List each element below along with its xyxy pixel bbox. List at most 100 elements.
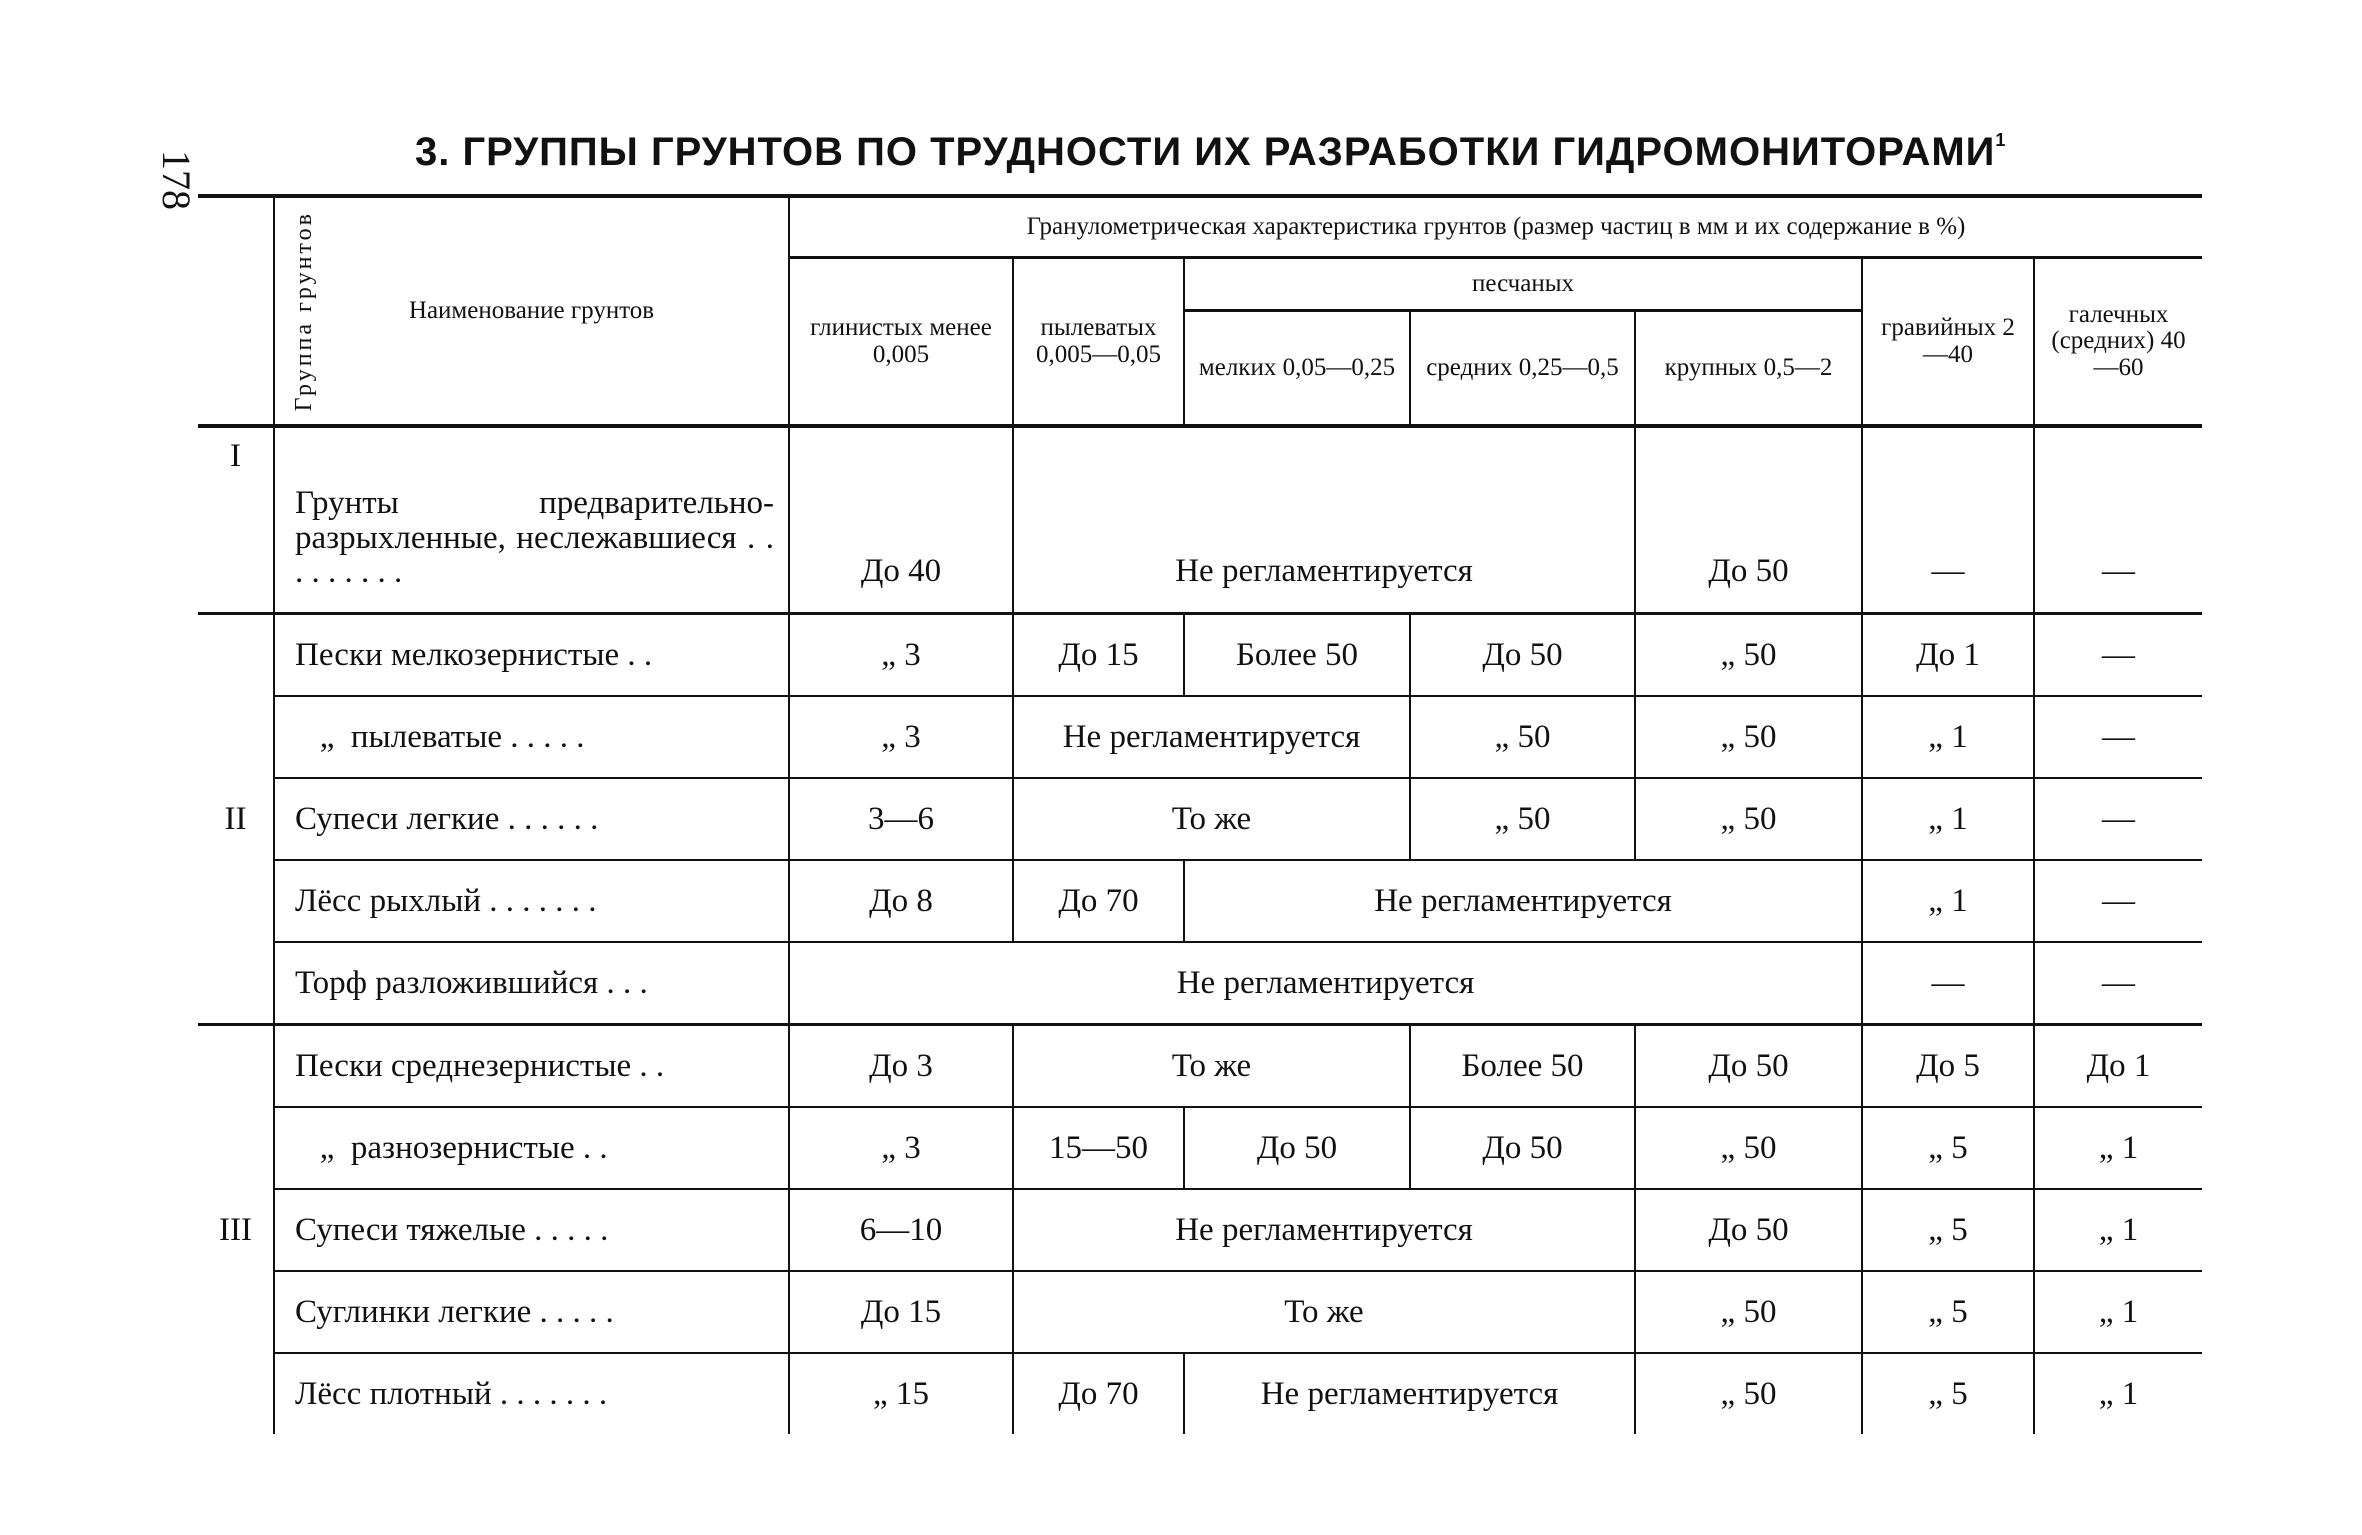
group-label: III [219,1211,252,1248]
soil-name: Пески среднезернистые . . [273,1024,789,1107]
value-cell: — [2032,426,2203,614]
table-row: I Грунты предварительно-разрыхленные, нес… [198,426,2203,614]
footnote-mark: 1 [1995,130,2007,150]
value-cell: 3—6 [788,778,1013,860]
value-cell: „ 1 [2032,1107,2203,1189]
soil-groups-table: Группа грунтов Наименование грунтов Гран… [198,194,2203,1434]
value-cell: „ 3 [788,613,1013,696]
value-cell: До 50 [1409,613,1635,696]
value-cell: „ 50 [1634,778,1862,860]
soil-name: Лёсс рыхлый . . . . . . . [273,860,789,942]
value-cell: „ 5 [1861,1353,2034,1434]
header-pebble: галечных (средних) 40—60 [2032,257,2203,426]
group-label: II [224,800,247,837]
value-cell: Более 50 [1183,613,1410,696]
value-cell: До 50 [1634,1024,1862,1107]
soil-name: „ разнозернистые . . [273,1107,789,1189]
value-cell: То же [1012,1024,1410,1107]
header-sand-medium: средних 0,25—0,5 [1409,310,1635,426]
value-cell: — [2032,613,2203,696]
value-cell: — [1861,942,2034,1025]
value-cell: „ 15 [788,1353,1013,1434]
table-row: Супеси тяжелые . . . . . 6—10 Не регламент… [198,1189,2203,1271]
value-cell: — [1861,426,2034,614]
value-cell: До 50 [1634,1189,1862,1271]
header-sand: песчаных [1183,257,1862,312]
soil-name: Супеси легкие . . . . . . [273,778,789,860]
value-cell: „ 50 [1634,613,1862,696]
value-cell: „ 50 [1634,696,1862,778]
value-cell: „ 1 [2032,1189,2203,1271]
value-cell: Не регламентируется [1183,860,1862,942]
header-group: Группа грунтов [198,196,317,428]
value-cell: До 5 [1861,1024,2034,1107]
value-cell: До 70 [1012,1353,1184,1434]
value-cell: 15—50 [1012,1107,1184,1189]
value-cell: „ 50 [1409,778,1635,860]
value-cell: До 50 [1183,1107,1410,1189]
title-text: 3. ГРУППЫ ГРУНТОВ ПО ТРУДНОСТИ ИХ РАЗРАБ… [415,130,1996,174]
header-gravel: гравийных 2—40 [1861,257,2034,426]
soil-name: Пески мелкозернистые . . [273,613,789,696]
value-cell: Не регламентируется [1183,1353,1635,1434]
table-row: Торф разложившийся . . . Не регламентируе… [198,942,2203,1025]
value-cell: Не регламентируется [788,942,1862,1025]
table-row: II Пески мелкозернистые . . „ 3 До 15 Более … [198,613,2203,837]
table-row: III Пески среднезернистые . . До 3 То же Бол… [198,1024,2203,1248]
header-clay: глинистых менее 0,005 [788,257,1013,426]
value-cell: „ 3 [788,1107,1013,1189]
value-cell: До 1 [1861,613,2034,696]
value-cell: „ 50 [1634,1107,1862,1189]
value-cell: „ 50 [1409,696,1635,778]
value-cell: До 70 [1012,860,1184,942]
value-cell: „ 3 [788,696,1013,778]
value-cell: То же [1012,1271,1635,1353]
header-silt: пылеватых 0,005—0,05 [1012,257,1184,426]
value-cell: Не регламентируется [1012,1189,1635,1271]
value-cell: То же [1012,778,1410,860]
value-cell: Не регламентируется [1012,426,1635,614]
soil-name: Грунты предварительно-разрыхленные, несл… [273,426,789,614]
value-cell: — [2032,778,2203,860]
value-cell: До 3 [788,1024,1013,1107]
value-cell: Более 50 [1409,1024,1635,1107]
soil-name: Супеси тяжелые . . . . . [273,1189,789,1271]
value-cell: „ 1 [2032,1271,2203,1353]
table-row: Лёсс рыхлый . . . . . . . До 8 До 70 Не рег… [198,860,2203,942]
value-cell: До 8 [788,860,1013,942]
value-cell: До 15 [1012,613,1184,696]
value-cell: До 1 [2032,1024,2203,1107]
page-title: 3. ГРУППЫ ГРУНТОВ ПО ТРУДНОСТИ ИХ РАЗРАБ… [415,130,2006,175]
value-cell: „ 1 [2032,1353,2203,1434]
table-row: Суглинки легкие . . . . . До 15 То же „ 50 „… [198,1271,2203,1353]
value-cell: „ 5 [1861,1271,2034,1353]
value-cell: „ 50 [1634,1271,1862,1353]
table-body: I Грунты предварительно-разрыхленные, нес… [198,426,2203,1434]
value-cell: До 40 [788,426,1013,614]
value-cell: „ 5 [1861,1107,2034,1189]
table-row: Лёсс плотный . . . . . . . „ 15 До 70 Не ре… [198,1353,2203,1434]
value-cell: — [2032,696,2203,778]
value-cell: До 15 [788,1271,1013,1353]
header-granulometric: Гранулометрическая характеристика грунто… [787,196,2203,259]
header-sand-coarse: крупных 0,5—2 [1634,310,1862,426]
value-cell: „ 5 [1861,1189,2034,1271]
value-cell: До 50 [1409,1107,1635,1189]
soil-name: Суглинки легкие . . . . . [273,1271,789,1353]
value-cell: — [2032,860,2203,942]
table-row: Супеси легкие . . . . . . 3—6 То же „ 50 „ 5… [198,778,2203,860]
table-row: „ пылеватые . . . . . „ 3 Не регламентируе… [198,696,2203,778]
value-cell: — [2032,942,2203,1025]
value-cell: Не регламентируется [1012,696,1410,778]
value-cell: „ 1 [1861,860,2034,942]
group-label: I [230,438,241,474]
value-cell: „ 1 [1861,778,2034,860]
header-group-text: Группа грунтов [290,210,317,412]
value-cell: „ 1 [1861,696,2034,778]
table-row: „ разнозернистые . . „ 3 15—50 До 50 До 50 „ … [198,1107,2203,1189]
soil-name: „ пылеватые . . . . . [273,696,789,778]
value-cell: 6—10 [788,1189,1013,1271]
soil-name: Лёсс плотный . . . . . . . [273,1353,789,1434]
header-sand-fine: мелких 0,05—0,25 [1183,310,1410,426]
soil-name: Торф разложившийся . . . [273,942,789,1025]
